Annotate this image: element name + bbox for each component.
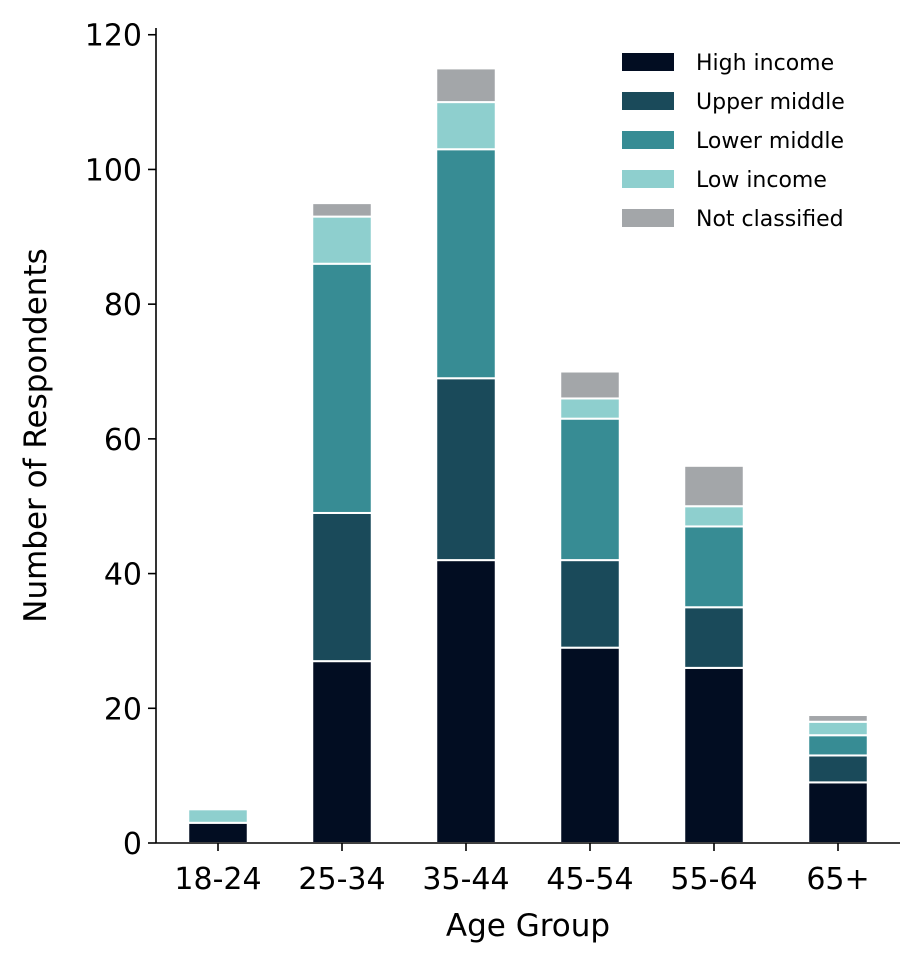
bar-25-34-high-income xyxy=(311,660,373,844)
legend-swatch-low-income xyxy=(622,170,674,188)
bar-55-64-upper-middle xyxy=(683,606,745,669)
bar-55-64-not-classified xyxy=(683,464,745,508)
bar-45-54-high-income xyxy=(559,646,621,845)
bar-65+-low-income xyxy=(807,720,869,737)
y-tick-label: 80 xyxy=(104,288,142,323)
bar-55-64-low-income xyxy=(683,505,745,528)
bar-18-24-high-income xyxy=(187,821,249,845)
bar-55-64-high-income xyxy=(683,666,745,844)
x-tick-label: 35-44 xyxy=(422,862,509,897)
legend-label: High income xyxy=(696,51,834,76)
x-tick-label: 25-34 xyxy=(298,862,385,897)
y-tick-label: 60 xyxy=(104,423,142,458)
legend-label: Low income xyxy=(696,168,827,193)
bar-65+-high-income xyxy=(807,781,869,845)
y-tick-label: 120 xyxy=(85,19,142,54)
bar-25-34-upper-middle xyxy=(311,511,373,663)
x-axis-title: Age Group xyxy=(446,908,610,944)
bar-35-44-not-classified xyxy=(435,67,497,104)
bar-55-64-lower-middle xyxy=(683,525,745,609)
legend-swatch-lower-middle xyxy=(622,131,674,149)
legend-swatch-high-income xyxy=(622,53,674,71)
bar-35-44-high-income xyxy=(435,559,497,844)
y-tick-label: 40 xyxy=(104,558,142,593)
y-tick-label: 100 xyxy=(85,153,142,188)
bar-18-24-low-income xyxy=(187,808,249,824)
bar-45-54-low-income xyxy=(559,397,621,420)
x-tick-label: 45-54 xyxy=(546,862,633,897)
bar-45-54-not-classified xyxy=(559,370,621,400)
bar-45-54-lower-middle xyxy=(559,417,621,562)
legend-swatch-not-classified xyxy=(622,209,674,227)
x-tick-label: 18-24 xyxy=(174,862,261,897)
x-ticks-group: 18-24 25-34 35-44 45-54 55-64 65+ xyxy=(174,843,870,897)
legend: High income Upper middle Lower middle Low i… xyxy=(622,51,845,232)
x-tick-label: 55-64 xyxy=(670,862,757,897)
bar-65+-not-classified xyxy=(807,714,869,723)
bar-25-34-low-income xyxy=(311,215,373,265)
bar-45-54-upper-middle xyxy=(559,559,621,649)
y-tick-label: 20 xyxy=(104,692,142,727)
bar-35-44-low-income xyxy=(435,101,497,151)
legend-label: Lower middle xyxy=(696,129,844,154)
bar-25-34-not-classified xyxy=(311,202,373,218)
legend-label: Upper middle xyxy=(696,90,845,115)
legend-swatch-upper-middle xyxy=(622,92,674,110)
y-ticks-group: 0 20 40 60 80 100 120 xyxy=(85,19,156,862)
bar-25-34-lower-middle xyxy=(311,262,373,514)
bar-35-44-upper-middle xyxy=(435,377,497,562)
x-tick-label: 65+ xyxy=(806,862,869,897)
y-axis-title: Number of Respondents xyxy=(18,248,54,622)
bar-65+-lower-middle xyxy=(807,734,869,757)
bars-group xyxy=(187,67,869,845)
bar-65+-upper-middle xyxy=(807,754,869,784)
legend-label: Not classified xyxy=(696,207,844,232)
y-tick-label: 0 xyxy=(123,827,142,862)
bar-35-44-lower-middle xyxy=(435,148,497,380)
